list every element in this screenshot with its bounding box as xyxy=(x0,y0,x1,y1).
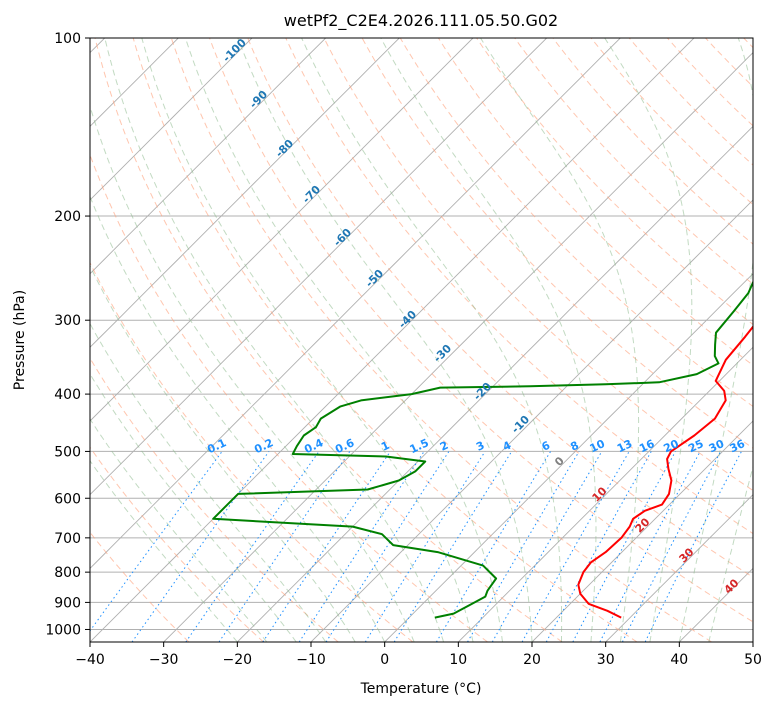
y-tick-label: 800 xyxy=(54,565,81,581)
x-tick-label: 30 xyxy=(597,652,615,668)
moist-adiabat-line xyxy=(90,195,386,642)
x-tick-label: 50 xyxy=(744,652,762,668)
x-tick-label: −10 xyxy=(296,652,326,668)
moist-adiabat-line xyxy=(141,38,474,642)
mixing-ratio-label: 20 xyxy=(662,437,682,455)
mixing-ratio-label: 16 xyxy=(637,437,657,455)
mixing-ratio-line xyxy=(298,451,425,642)
moist-adiabat-line xyxy=(90,459,238,642)
x-tick-label: 20 xyxy=(523,652,541,668)
isotherm-line xyxy=(384,273,753,642)
moist-adiabat-line xyxy=(301,38,563,642)
y-tick-label: 400 xyxy=(54,387,81,403)
mixing-ratio-line xyxy=(364,451,486,642)
y-tick-label: 200 xyxy=(54,209,81,225)
moist-adiabat-line xyxy=(678,38,753,642)
moist-adiabat-line xyxy=(604,38,693,642)
dry-adiabat-line xyxy=(476,38,753,326)
dry-adiabat-line xyxy=(94,38,563,642)
dewpoint-profile-line xyxy=(212,279,753,619)
isotherm-line xyxy=(605,494,753,642)
moist-adiabat-line xyxy=(380,38,597,642)
mixing-ratio-line xyxy=(325,451,450,642)
isotherm-line xyxy=(90,38,327,275)
moist-adiabat-line xyxy=(708,464,753,642)
temperature-profile-line xyxy=(577,325,753,619)
mixing-ratio-line xyxy=(185,451,320,642)
series-layer xyxy=(212,279,753,619)
moist-adiabat-line xyxy=(480,38,640,642)
isotherm-line xyxy=(163,51,753,642)
x-tick-label: 40 xyxy=(670,652,688,668)
mixing-ratio-label: 13 xyxy=(615,437,634,455)
dry-adiabat-line xyxy=(323,38,753,492)
isotherm-line xyxy=(236,125,753,642)
mixing-ratio-line xyxy=(393,451,513,642)
y-tick-label: 700 xyxy=(54,531,81,547)
y-tick-label: 500 xyxy=(54,444,81,460)
moist-adiabat-line xyxy=(104,38,445,642)
y-tick-label: 600 xyxy=(54,491,81,507)
dry-adiabat-line xyxy=(209,38,753,623)
isotherm-line xyxy=(90,38,621,570)
y-axis-label: Pressure (hPa) xyxy=(12,290,28,390)
chart-title: wetPf2_C2E4.2026.111.05.50.G02 xyxy=(284,11,558,31)
x-tick-label: −40 xyxy=(75,652,105,668)
dry-adiabat-line xyxy=(628,38,753,166)
x-tick-label: 0 xyxy=(380,652,389,668)
y-tick-label: 300 xyxy=(54,313,81,329)
y-tick-label: 100 xyxy=(54,31,81,47)
y-tick-label: 1000 xyxy=(45,623,81,639)
isotherm-line xyxy=(90,38,548,496)
mixing-ratio-line xyxy=(644,451,742,642)
mixing-ratio-label: 10 xyxy=(588,437,608,455)
dry-adiabat-line xyxy=(132,38,638,642)
dry-adiabat-line xyxy=(90,446,264,642)
mixing-ratio-line xyxy=(435,451,552,642)
y-tick-label: 900 xyxy=(54,595,81,611)
mixing-ratio-label: 36 xyxy=(728,437,748,455)
dry-adiabat-line xyxy=(399,38,753,408)
dry-adiabat-line xyxy=(514,38,753,285)
x-tick-label: 10 xyxy=(449,652,467,668)
plot-area xyxy=(90,38,753,642)
isotherm-line xyxy=(90,38,474,422)
moist-adiabat-line xyxy=(90,418,268,642)
dry-adiabat-line xyxy=(247,38,753,578)
mixing-ratio-line xyxy=(262,451,391,642)
x-axis-label: Temperature (°C) xyxy=(360,681,482,697)
isotherm-line xyxy=(90,38,400,348)
dry-adiabat-line xyxy=(90,261,414,642)
moist-adiabat-line xyxy=(90,372,297,642)
mixing-ratio-line xyxy=(572,451,676,642)
mixing-ratio-label: 30 xyxy=(707,437,727,455)
moist-adiabat-line xyxy=(90,264,356,642)
x-tick-label: −20 xyxy=(223,652,253,668)
grid-layer xyxy=(90,38,753,642)
x-tick-label: −30 xyxy=(149,652,179,668)
moist-adiabat-line xyxy=(237,38,533,642)
isotherm-line xyxy=(531,420,753,642)
moist-adiabat-line xyxy=(90,104,415,642)
dry-adiabat-line xyxy=(170,38,712,642)
plot-frame xyxy=(89,37,754,643)
mixing-ratio-label: 25 xyxy=(686,437,705,455)
mixing-ratio-line xyxy=(467,451,580,642)
moist-adiabat-line xyxy=(184,38,503,642)
isotherm-line xyxy=(752,641,753,642)
isotherm-line xyxy=(90,38,253,201)
dry-adiabat-line xyxy=(590,38,753,206)
dry-adiabat-line xyxy=(361,38,753,449)
isotherm-line xyxy=(457,346,753,642)
axes: −40 −30 −20 −10 0 10 20 30 40 50 100 200 300 400 500 60… xyxy=(45,31,762,668)
mixing-ratio-line xyxy=(218,451,351,642)
moist-adiabat-line xyxy=(90,322,327,642)
isotherm-line xyxy=(90,38,695,642)
